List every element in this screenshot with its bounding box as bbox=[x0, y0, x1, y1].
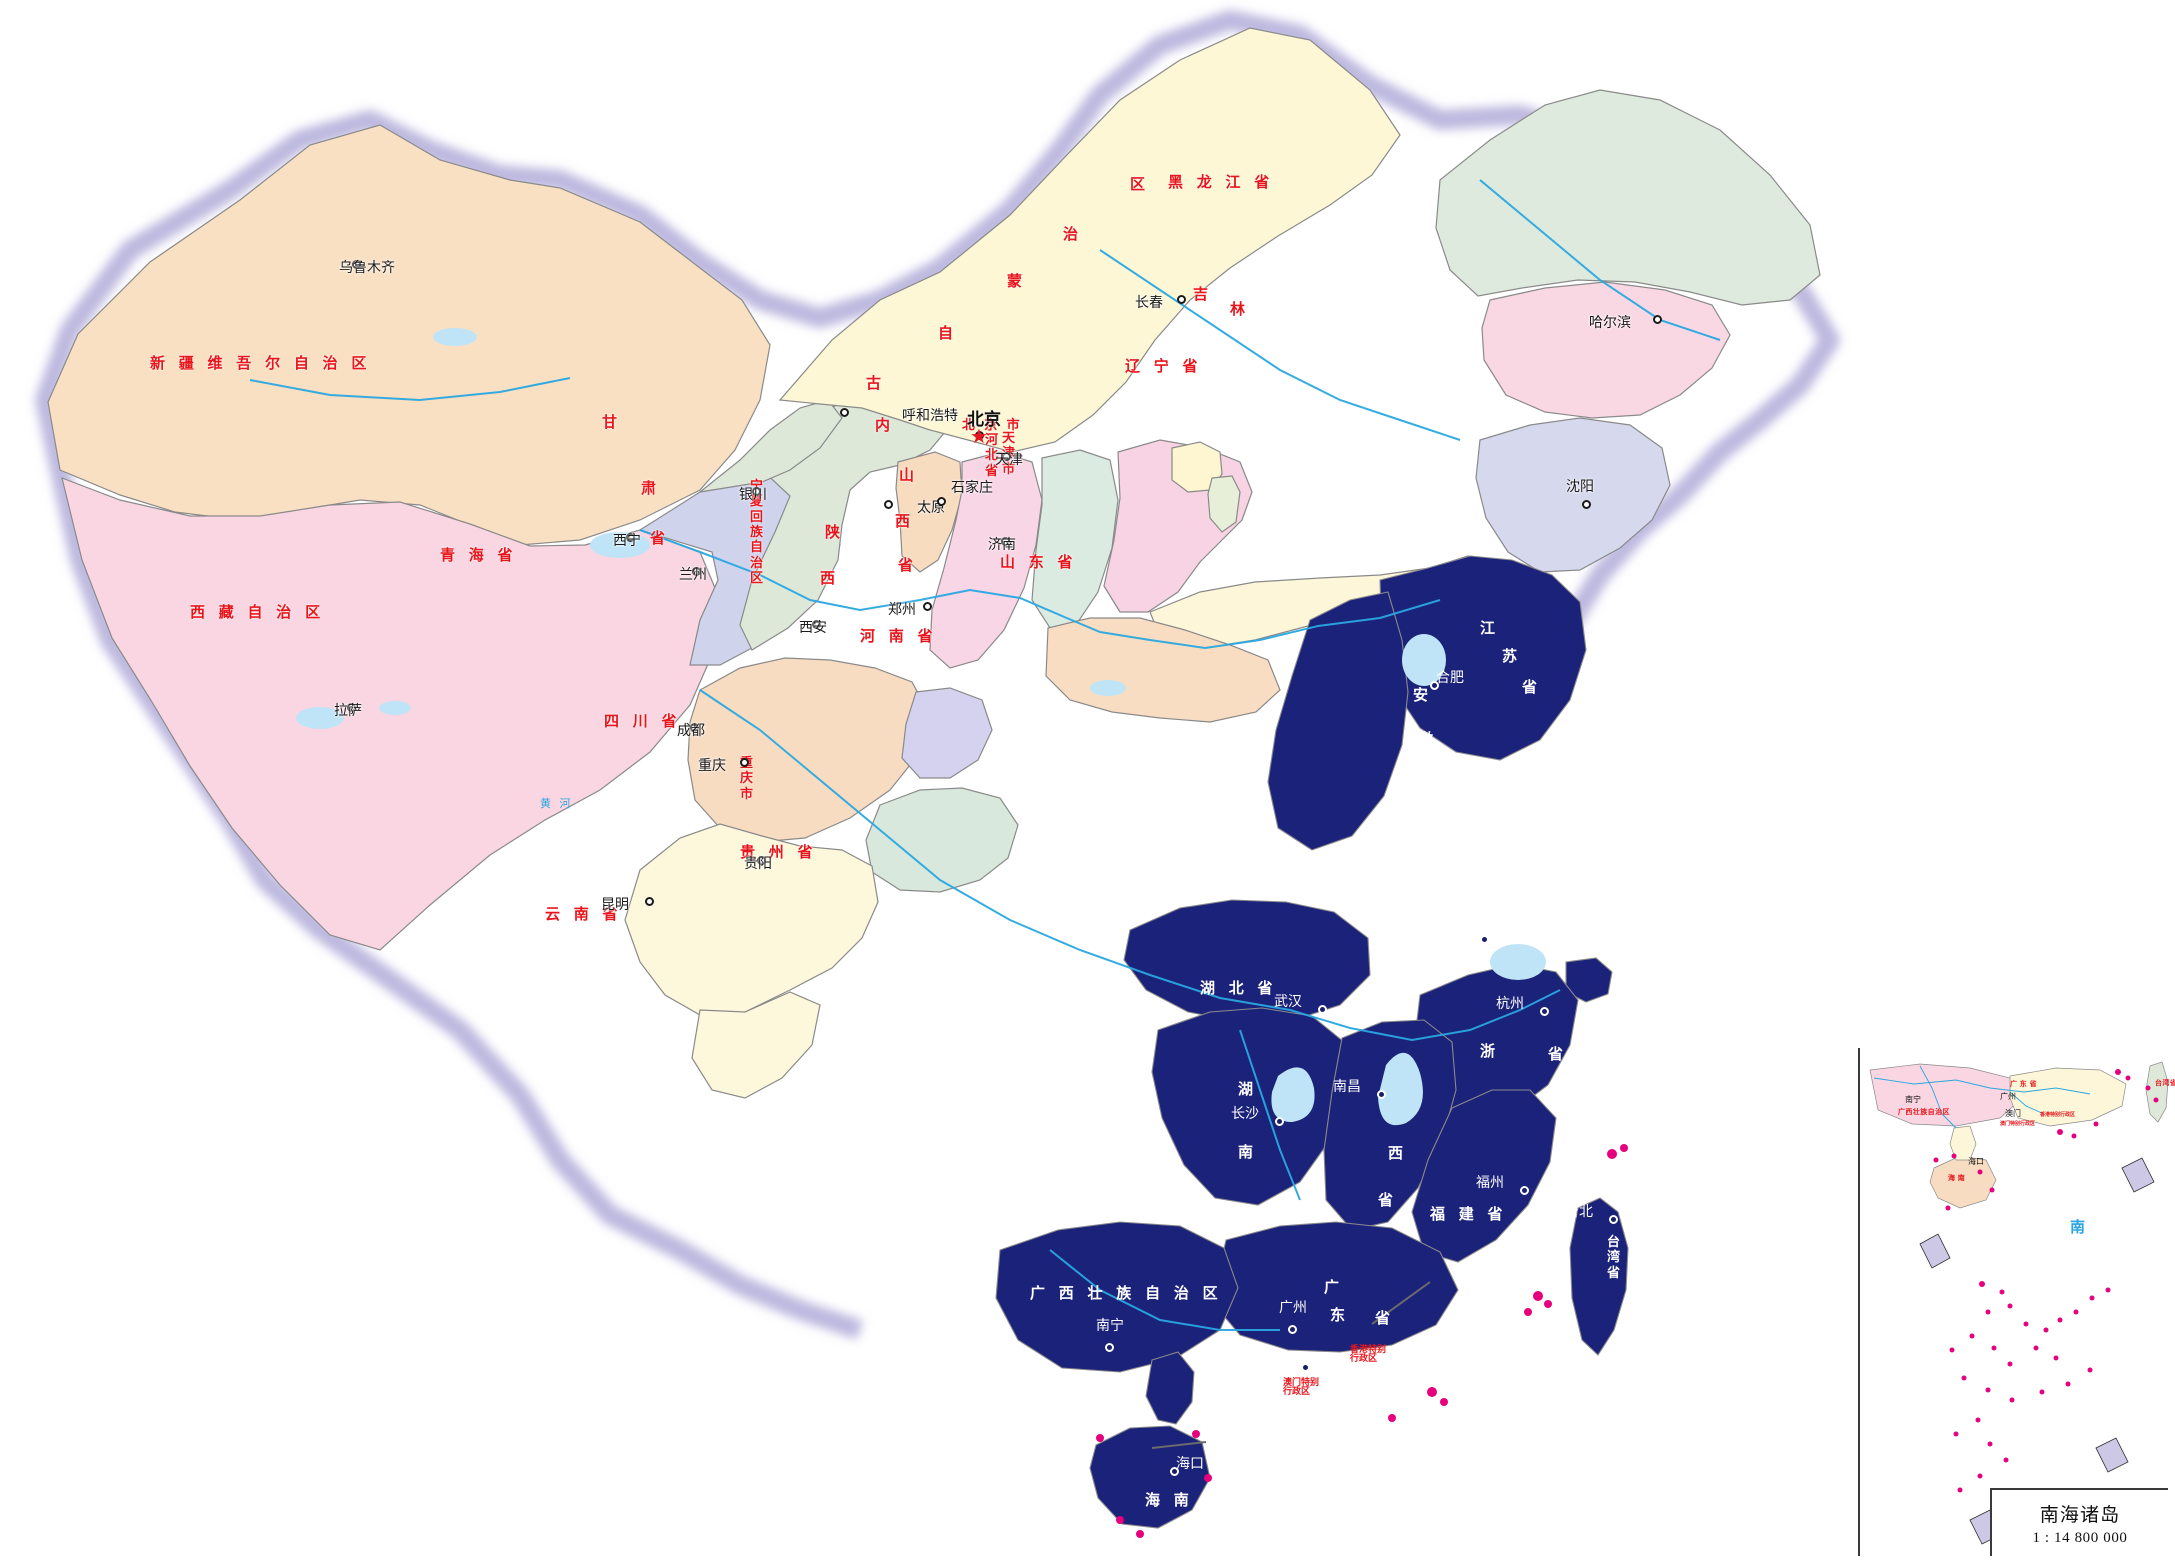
city-marker-成都 bbox=[690, 723, 699, 732]
province-hunan bbox=[1151, 1007, 1347, 1206]
city-marker-合肥 bbox=[1430, 681, 1439, 690]
inset-guangxi bbox=[1869, 1063, 2021, 1127]
province-guizhou bbox=[865, 787, 1019, 893]
city-marker-福州 bbox=[1520, 1186, 1529, 1195]
city-marker-海口 bbox=[1170, 1467, 1179, 1476]
city-marker-重庆 bbox=[740, 758, 749, 767]
city-marker-西安 bbox=[812, 620, 821, 629]
city-marker-天津 bbox=[1002, 452, 1011, 461]
city-marker-太原 bbox=[884, 500, 893, 509]
province-inner-mongolia bbox=[778, 27, 1401, 453]
province-shaanxi bbox=[929, 451, 1043, 669]
province-gansu-west bbox=[697, 399, 843, 493]
inset-taiwan bbox=[2145, 1061, 2169, 1123]
province-guangxi bbox=[995, 1221, 1239, 1373]
inset-title: 南海诸岛 bbox=[2039, 1504, 2121, 1526]
province-xinjiang bbox=[47, 124, 771, 546]
province-chongqing bbox=[901, 687, 993, 779]
city-marker-西宁 bbox=[626, 533, 635, 542]
city-marker-郑州 bbox=[923, 602, 932, 611]
city-marker-杭州 bbox=[1540, 1007, 1549, 1016]
province-fujian bbox=[1411, 1089, 1557, 1263]
city-marker-北京 bbox=[975, 431, 984, 440]
inset-hainan bbox=[1929, 1155, 1997, 1209]
city-marker-广州 bbox=[1288, 1325, 1297, 1334]
city-marker-济南 bbox=[1001, 537, 1010, 546]
inset-guangdong bbox=[2009, 1067, 2127, 1127]
city-marker-沈阳 bbox=[1582, 500, 1591, 509]
province-heilongjiang bbox=[1435, 89, 1821, 306]
province-polygons bbox=[47, 27, 1821, 1529]
city-marker-乌鲁木齐 bbox=[352, 260, 361, 269]
province-liaoning bbox=[1475, 417, 1671, 573]
island-markers bbox=[1096, 1144, 1628, 1538]
city-marker-兰州 bbox=[692, 567, 701, 576]
province-yunnan-south bbox=[691, 991, 821, 1099]
city-marker-南昌 bbox=[1377, 1090, 1386, 1099]
city-marker-武汉 bbox=[1318, 1005, 1327, 1014]
city-marker-拉萨 bbox=[347, 703, 356, 712]
lakes bbox=[296, 328, 1546, 1126]
city-marker-台北 bbox=[1609, 1215, 1618, 1224]
city-marker-石家庄 bbox=[937, 497, 946, 506]
province-tianjin bbox=[1207, 475, 1241, 533]
highlighted-regions bbox=[995, 555, 1629, 1529]
province-sichuan bbox=[687, 657, 931, 843]
capital-star-icon: ★ bbox=[970, 426, 988, 448]
inset-canvas bbox=[1869, 1061, 2169, 1545]
inset-rivers bbox=[1873, 1065, 2091, 1129]
province-jilin bbox=[1481, 281, 1731, 419]
city-marker-银川 bbox=[752, 487, 761, 496]
inset-dash-frames bbox=[1919, 1157, 2155, 1545]
city-marker-贵阳 bbox=[757, 856, 766, 865]
inset-leizhou bbox=[1949, 1125, 1977, 1161]
city-marker-哈尔滨 bbox=[1653, 315, 1662, 324]
province-yunnan bbox=[624, 823, 879, 1016]
province-taiwan bbox=[1569, 1197, 1629, 1356]
province-anhui bbox=[1267, 591, 1409, 851]
south-china-sea-inset: 广西壮族自治区广 东 省海 南台湾省 南宁 广州 澳门 海口 香港特别行政区 澳门特别行政… bbox=[1858, 1048, 2175, 1556]
inset-caption: 南海诸岛 1 : 14 800 000 bbox=[1990, 1488, 2168, 1556]
city-marker-南京 bbox=[1480, 935, 1489, 944]
city-marker-呼和浩特 bbox=[840, 408, 849, 417]
province-shanxi bbox=[1031, 449, 1119, 629]
province-hubei bbox=[1123, 899, 1371, 1023]
city-marker-澳门 bbox=[1301, 1363, 1310, 1372]
city-marker-昆明 bbox=[645, 897, 654, 906]
province-guangdong bbox=[1211, 1221, 1459, 1353]
city-marker-南宁 bbox=[1105, 1343, 1114, 1352]
province-henan bbox=[1045, 617, 1281, 723]
city-marker-长春 bbox=[1177, 295, 1186, 304]
leizhou-peninsula bbox=[1145, 1351, 1195, 1425]
inset-island-markers bbox=[1933, 1069, 2159, 1493]
sar-leader-lines bbox=[1151, 1281, 1431, 1449]
inset-scale: 1 : 14 800 000 bbox=[2032, 1529, 2128, 1546]
province-hainan bbox=[1089, 1425, 1211, 1529]
rivers bbox=[249, 179, 1721, 1331]
city-marker-长沙 bbox=[1275, 1117, 1284, 1126]
province-ningxia bbox=[895, 451, 963, 573]
